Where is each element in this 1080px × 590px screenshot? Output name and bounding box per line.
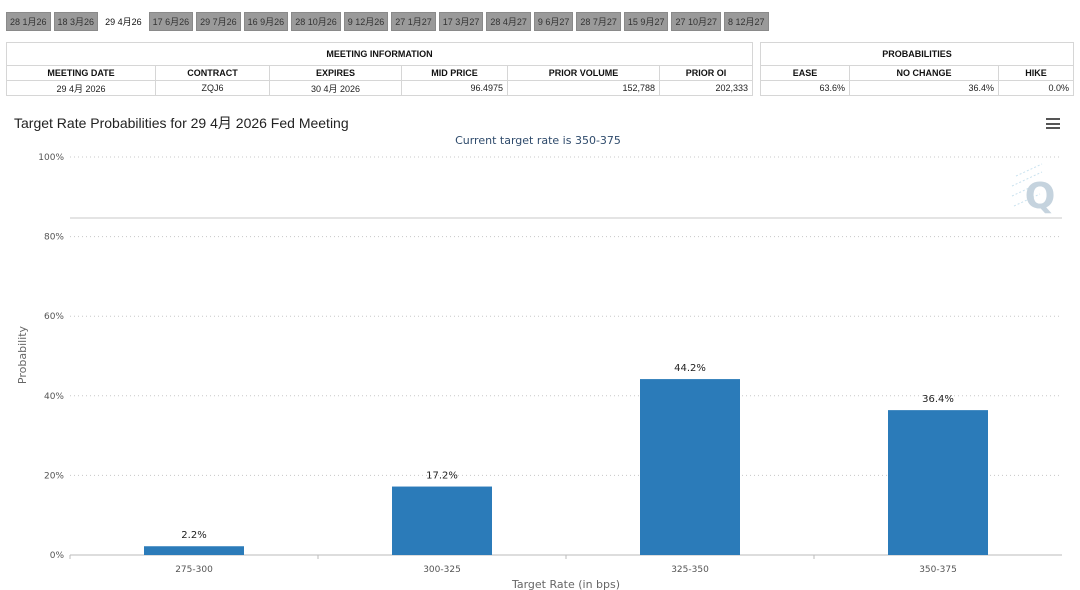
tab-meeting-date[interactable]: 9 12月26 <box>343 12 389 31</box>
probability-bar-chart: Current target rate is 350-375 Q 0% 20% 40… <box>16 134 1062 590</box>
data-label: 17.2% <box>426 471 458 482</box>
cell-mid-price: 96.4975 <box>401 80 508 96</box>
chart-title: Target Rate Probabilities for 29 4月 2026… <box>14 115 349 131</box>
tab-meeting-date[interactable]: 27 1月27 <box>391 12 436 31</box>
meeting-information-caption: MEETING INFORMATION <box>6 42 753 66</box>
bar-300-325[interactable] <box>392 486 492 555</box>
tab-meeting-date[interactable]: 17 6月26 <box>148 12 194 31</box>
cell-no-change: 36.4% <box>849 80 999 96</box>
cell-prior-volume: 152,788 <box>507 80 660 96</box>
cell-meeting-date: 29 4月 2026 <box>6 80 156 96</box>
header-no-change: NO CHANGE <box>849 65 999 81</box>
tab-meeting-date[interactable]: 15 9月27 <box>623 12 669 31</box>
header-prior-volume: PRIOR VOLUME <box>507 65 660 81</box>
header-contract: CONTRACT <box>155 65 270 81</box>
x-tick-label: 275-300 <box>175 565 213 575</box>
y-tick-label: 100% <box>38 153 64 163</box>
tab-meeting-date[interactable]: 8 12月27 <box>724 12 769 31</box>
meeting-date-tabs: 28 1月26 18 3月26 29 4月26 17 6月26 29 7月26 16 9月… <box>6 12 769 32</box>
tab-meeting-date[interactable]: 16 9月26 <box>243 12 289 31</box>
tab-meeting-date[interactable]: 29 7月26 <box>196 12 241 31</box>
quikstrike-logo-icon: Q <box>1011 163 1056 217</box>
y-tick-label: 40% <box>44 392 64 402</box>
cell-contract: ZQJ6 <box>155 80 270 96</box>
y-tick-label: 60% <box>44 312 64 322</box>
header-meeting-date: MEETING DATE <box>6 65 156 81</box>
header-prior-oi: PRIOR OI <box>659 65 753 81</box>
data-label: 44.2% <box>674 363 706 374</box>
x-tick-label: 300-325 <box>423 565 461 575</box>
tab-meeting-date[interactable]: 28 1月26 <box>6 12 51 31</box>
bar-350-375[interactable] <box>888 410 988 555</box>
probabilities-caption: PROBABILITIES <box>760 42 1074 66</box>
bar-325-350[interactable] <box>640 379 740 555</box>
chart-subtitle: Current target rate is 350-375 <box>455 134 621 147</box>
x-axis-label: Target Rate (in bps) <box>511 578 620 590</box>
y-tick-label: 20% <box>44 471 64 481</box>
bar-275-300[interactable] <box>144 546 244 555</box>
meeting-information-table: MEETING INFORMATION MEETING DATE CONTRAC… <box>6 42 753 96</box>
tab-meeting-date[interactable]: 9 6月27 <box>533 12 574 31</box>
tab-meeting-date[interactable]: 18 3月26 <box>53 12 99 31</box>
tab-meeting-date[interactable]: 28 7月27 <box>576 12 621 31</box>
header-hike: HIKE <box>998 65 1074 81</box>
probabilities-table: PROBABILITIES EASE NO CHANGE HIKE 63.6% … <box>760 42 1074 96</box>
tab-meeting-date[interactable]: 28 4月27 <box>486 12 531 31</box>
cell-expires: 30 4月 2026 <box>269 80 402 96</box>
y-axis-label: Probability <box>16 325 29 384</box>
header-expires: EXPIRES <box>269 65 402 81</box>
tab-meeting-date[interactable]: 17 3月27 <box>438 12 484 31</box>
hamburger-menu-icon[interactable] <box>1046 118 1060 129</box>
cell-prior-oi: 202,333 <box>659 80 753 96</box>
tab-meeting-date[interactable]: 28 10月26 <box>291 12 341 31</box>
x-tick-label: 325-350 <box>671 565 709 575</box>
tab-meeting-date[interactable]: 29 4月26 <box>101 12 146 31</box>
cell-ease: 63.6% <box>760 80 850 96</box>
header-mid-price: MID PRICE <box>401 65 508 81</box>
header-ease: EASE <box>760 65 850 81</box>
svg-text:Q: Q <box>1025 176 1056 217</box>
data-label: 2.2% <box>181 530 206 541</box>
tab-meeting-date[interactable]: 27 10月27 <box>671 12 721 31</box>
y-tick-label: 80% <box>44 233 64 243</box>
cell-hike: 0.0% <box>998 80 1074 96</box>
y-tick-label: 0% <box>50 551 65 561</box>
x-tick-label: 350-375 <box>919 565 957 575</box>
data-label: 36.4% <box>922 394 954 405</box>
